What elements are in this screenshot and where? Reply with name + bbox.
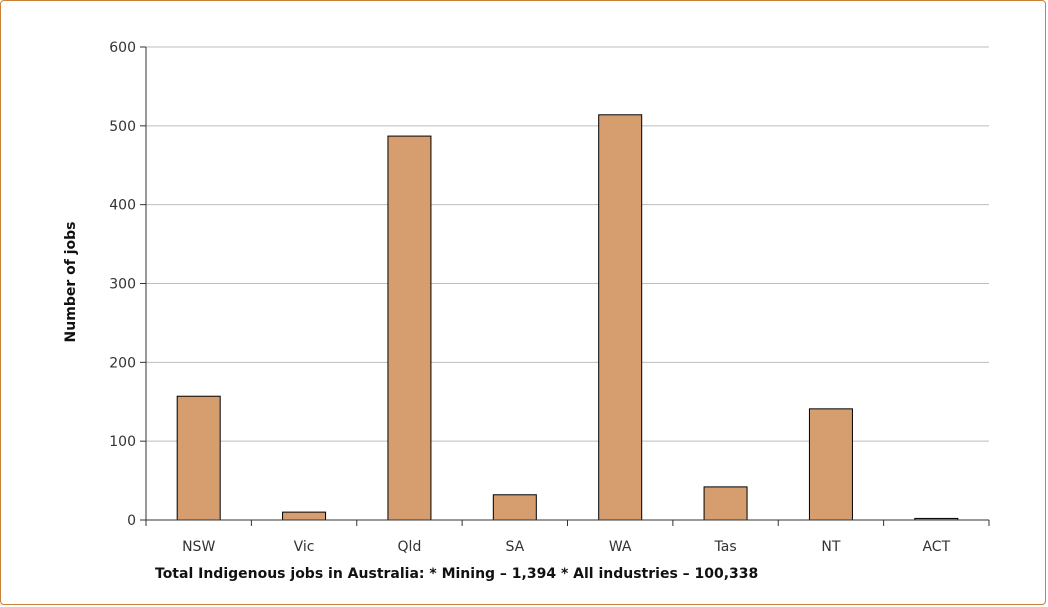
y-tick-label: 300 — [109, 277, 136, 293]
x-tick-label: WA — [609, 539, 632, 555]
y-tick-labels: 0 100 200 300 400 500 600 — [109, 40, 136, 529]
footnote: Total Indigenous jobs in Australia: * Mi… — [155, 566, 758, 582]
bar-tas — [703, 486, 748, 521]
bar-sa — [492, 494, 537, 521]
y-tick-label: 600 — [109, 40, 136, 56]
bar-vic — [282, 511, 327, 521]
x-tick-label: Tas — [714, 539, 737, 555]
x-tick-label: SA — [505, 539, 524, 555]
x-tick-label: NSW — [182, 539, 215, 555]
y-tick-label: 200 — [109, 355, 136, 371]
y-tick-label: 100 — [109, 434, 136, 450]
bar-nt — [808, 408, 853, 521]
gridlines — [146, 46, 989, 442]
bar-qld — [387, 135, 432, 521]
y-tick-label: 500 — [109, 119, 136, 135]
y-tick-label: 0 — [127, 513, 136, 529]
y-tick-label: 400 — [109, 198, 136, 214]
bar-nsw — [176, 395, 221, 521]
x-tick-label: Vic — [294, 539, 315, 555]
y-axis-label: Number of jobs — [63, 222, 79, 343]
x-tick-labels: NSW Vic Qld SA WA Tas NT ACT — [182, 539, 950, 555]
axes — [140, 46, 990, 526]
x-tick-label: ACT — [922, 539, 950, 555]
bars — [176, 114, 959, 521]
x-tick-label: Qld — [398, 539, 422, 555]
x-tick-label: NT — [821, 539, 840, 555]
bar-wa — [598, 114, 643, 521]
